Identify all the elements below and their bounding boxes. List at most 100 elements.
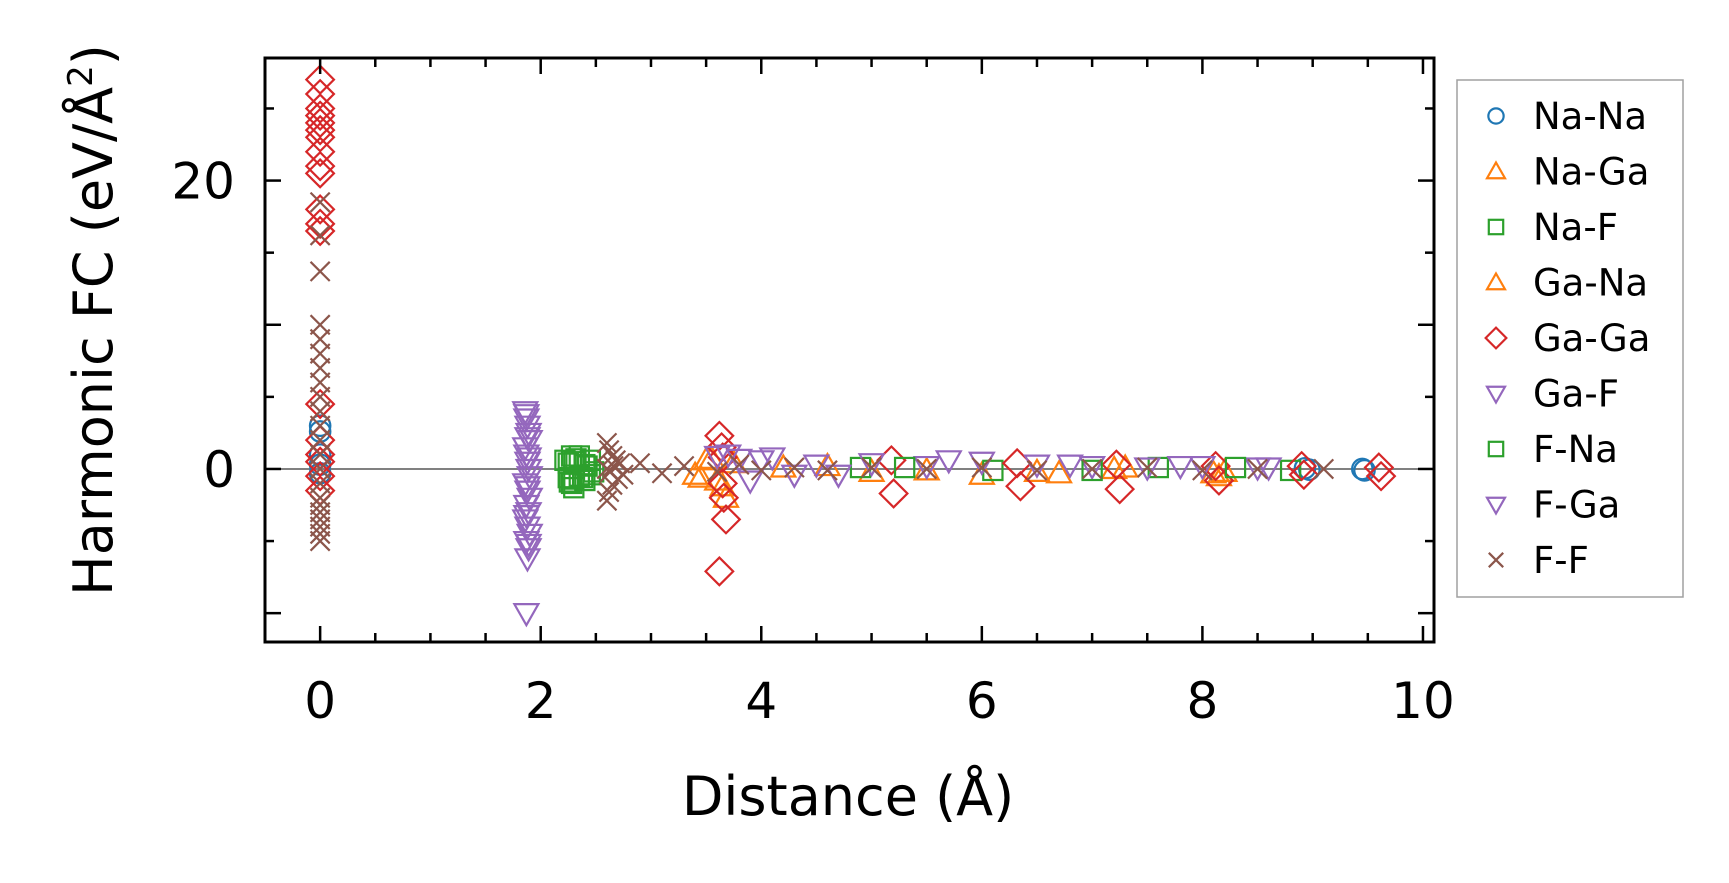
legend-label: F-F xyxy=(1533,539,1589,582)
data-point xyxy=(750,460,772,481)
data-point xyxy=(558,471,581,493)
data-points xyxy=(304,64,1397,628)
data-point xyxy=(707,442,739,473)
data-point xyxy=(686,463,715,488)
data-point xyxy=(1133,457,1162,482)
data-point xyxy=(309,343,331,364)
data-point xyxy=(596,490,618,512)
series-ga-ga xyxy=(304,64,1397,587)
data-point xyxy=(571,466,594,489)
data-point xyxy=(1210,457,1239,482)
data-point xyxy=(714,444,743,469)
x-tick-label: 4 xyxy=(745,672,777,730)
data-point xyxy=(1247,458,1268,480)
y-axis-label-close: ) xyxy=(62,44,125,65)
data-point xyxy=(514,458,543,484)
data-point xyxy=(1001,447,1033,479)
data-point xyxy=(598,481,620,503)
data-point xyxy=(598,439,620,461)
data-point xyxy=(309,494,331,516)
series-ga-na xyxy=(681,446,1239,497)
data-point xyxy=(703,445,732,471)
legend-marker xyxy=(1488,552,1504,568)
data-point xyxy=(304,150,336,182)
x-tick-label: 10 xyxy=(1391,672,1455,730)
data-point xyxy=(1188,455,1217,481)
data-point xyxy=(1100,454,1129,480)
data-point xyxy=(967,451,996,476)
data-point xyxy=(309,429,331,451)
data-point xyxy=(651,462,673,484)
legend-marker xyxy=(1487,440,1505,458)
data-point xyxy=(513,451,542,476)
data-point xyxy=(309,191,331,213)
data-point xyxy=(304,136,336,168)
data-point xyxy=(513,480,542,505)
series-f-f xyxy=(309,191,1335,552)
data-point xyxy=(514,447,543,472)
data-point xyxy=(1363,452,1395,483)
data-point xyxy=(1081,459,1103,482)
data-point xyxy=(309,314,331,336)
data-point xyxy=(304,114,336,146)
x-tick-label: 0 xyxy=(304,672,336,730)
data-point xyxy=(1313,458,1335,480)
data-point xyxy=(878,478,909,509)
legend-label: Na-Ga xyxy=(1533,151,1649,194)
data-point xyxy=(708,472,737,497)
legend-marker xyxy=(1485,385,1507,405)
data-point xyxy=(1023,457,1051,482)
y-axis-label-main: Harmonic FC (eV/Å xyxy=(61,87,125,596)
data-point xyxy=(309,523,331,545)
data-point xyxy=(916,458,938,480)
data-point xyxy=(673,455,695,477)
data-point xyxy=(817,460,838,481)
data-point xyxy=(971,457,993,478)
data-point xyxy=(1026,460,1048,481)
data-point xyxy=(304,100,336,132)
data-point xyxy=(707,468,739,499)
data-point xyxy=(304,158,336,189)
x-axis-label: Distance (Å) xyxy=(682,764,1014,828)
legend-label: Ga-F xyxy=(1533,373,1619,416)
y-axis-label: Harmonic FC (eV/Å2) xyxy=(61,44,125,596)
legend-marker xyxy=(1485,271,1507,291)
data-point xyxy=(1136,457,1158,478)
data-point xyxy=(934,450,963,475)
data-point xyxy=(710,504,742,535)
data-point xyxy=(1023,454,1051,479)
data-point xyxy=(1254,457,1283,482)
y-tick-label: 20 xyxy=(171,153,235,211)
x-tick-label: 6 xyxy=(966,672,998,730)
data-point xyxy=(309,530,331,552)
legend: Na-Na Na-Ga Na-F Ga-Na Ga-Ga Ga-F F-Na F-Ga F-F xyxy=(1456,79,1684,598)
legend-label: F-Na xyxy=(1533,428,1618,471)
data-point xyxy=(309,224,331,246)
data-point xyxy=(554,449,576,472)
legend-label: Na-F xyxy=(1533,206,1618,249)
data-point xyxy=(1286,450,1318,482)
data-point xyxy=(861,457,882,478)
data-point xyxy=(308,414,332,438)
legend-label: Na-Na xyxy=(1533,95,1647,138)
data-point xyxy=(309,501,331,523)
data-point xyxy=(596,432,618,454)
legend-label: F-Ga xyxy=(1533,484,1620,527)
data-point xyxy=(1081,458,1103,480)
data-point xyxy=(706,461,728,483)
data-point xyxy=(513,548,542,573)
data-point xyxy=(1005,470,1036,502)
legend-marker xyxy=(1485,496,1507,516)
data-point xyxy=(780,464,809,489)
axes: 0 2 4 6 8 10 0 20 xyxy=(171,56,1455,730)
data-point xyxy=(1365,460,1397,492)
data-point xyxy=(1353,459,1376,482)
data-point xyxy=(304,215,336,247)
data-point xyxy=(513,427,542,452)
data-point xyxy=(579,449,602,472)
data-point xyxy=(599,461,621,483)
data-point xyxy=(511,509,540,534)
data-point xyxy=(758,447,787,472)
x-tick-label: 8 xyxy=(1186,672,1218,730)
